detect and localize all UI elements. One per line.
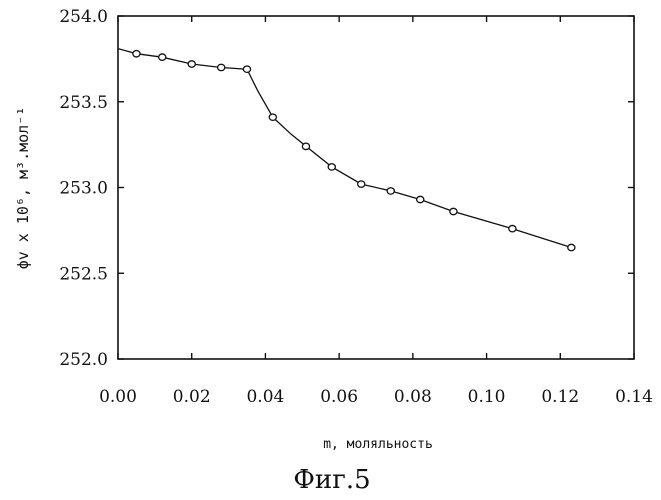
y-tick-label: 254.0 (59, 7, 108, 27)
data-point (159, 54, 166, 60)
x-tick-label: 0.04 (246, 387, 284, 407)
data-point (269, 114, 276, 120)
y-axis-label: ϕv x 10⁶, м³.мол⁻¹ (14, 107, 32, 270)
x-tick-label: 0.08 (394, 387, 432, 407)
data-point (218, 64, 225, 70)
x-tick-labels: 0.00 0.02 0.04 0.06 0.08 0.10 0.12 0.14 (99, 387, 653, 407)
y-tick-label: 252.0 (59, 350, 108, 370)
x-axis-label: m, моляльность (323, 437, 433, 452)
figure-caption: Фиг.5 (293, 465, 370, 495)
y-tick-label: 253.5 (59, 93, 108, 113)
data-point (243, 66, 250, 72)
series-curve (118, 49, 571, 248)
y-tick-label: 252.5 (59, 264, 108, 284)
x-tick-label: 0.02 (173, 387, 211, 407)
data-point (509, 225, 516, 231)
data-points (133, 51, 575, 251)
data-point (302, 143, 309, 149)
data-point (450, 208, 457, 214)
x-tick-label: 0.12 (541, 387, 579, 407)
data-point (417, 196, 424, 202)
data-point (328, 164, 335, 170)
data-point (568, 244, 575, 250)
data-point (358, 181, 365, 187)
x-tick-label: 0.06 (320, 387, 358, 407)
data-point (188, 61, 195, 67)
y-tick-label: 253.0 (59, 179, 108, 199)
y-tick-labels: 252.0 252.5 253.0 253.5 254.0 (59, 7, 108, 370)
data-point (387, 188, 394, 194)
x-tick-label: 0.10 (468, 387, 506, 407)
x-tick-label: 0.14 (615, 387, 653, 407)
data-point (133, 51, 140, 57)
x-tick-label: 0.00 (99, 387, 137, 407)
